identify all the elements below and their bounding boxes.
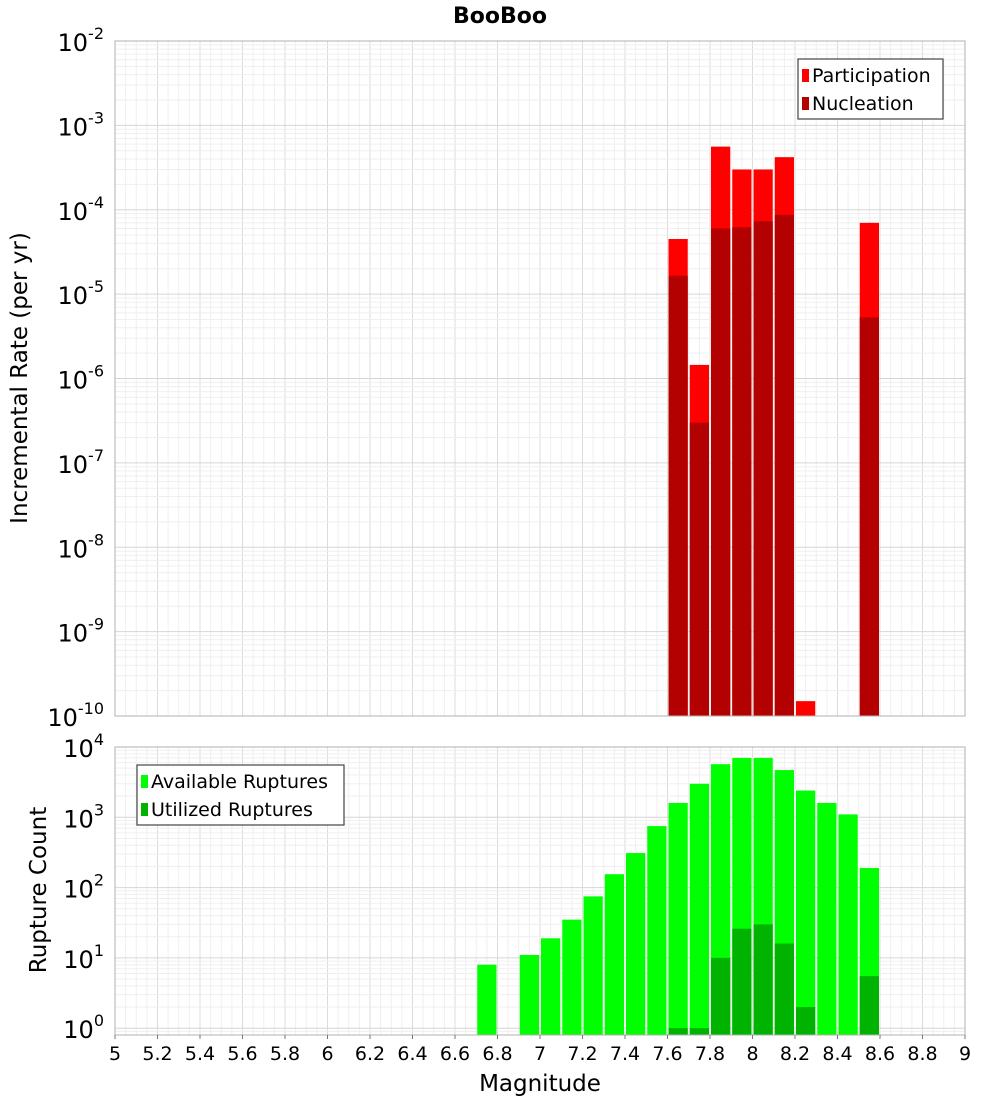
series-utilized-ruptures bbox=[668, 924, 879, 1035]
bar bbox=[604, 874, 624, 1035]
bar bbox=[796, 1007, 816, 1035]
legend: Participation Nucleation bbox=[797, 58, 944, 120]
legend-swatch bbox=[802, 69, 809, 82]
x-tick-label: 5 bbox=[109, 1043, 121, 1065]
y-tick-label: 10-2 bbox=[58, 24, 105, 57]
x-tick-label: 8.4 bbox=[822, 1043, 852, 1065]
bar bbox=[477, 964, 497, 1035]
top-y-axis-label: Incremental Rate (per yr) bbox=[7, 232, 33, 524]
bar bbox=[689, 1028, 709, 1035]
chart-title: BooBoo bbox=[453, 4, 547, 29]
bar bbox=[689, 422, 709, 716]
bar bbox=[859, 317, 879, 716]
x-tick-label: 8.2 bbox=[780, 1043, 810, 1065]
y-tick-label: 10-8 bbox=[58, 530, 105, 563]
legend-box bbox=[797, 58, 944, 120]
bar bbox=[668, 275, 688, 716]
bottom-y-axis-label: Rupture Count bbox=[26, 807, 52, 973]
bar bbox=[647, 826, 667, 1035]
bar bbox=[519, 954, 539, 1035]
legend-swatch bbox=[802, 97, 809, 110]
legend-box bbox=[136, 764, 345, 826]
bar bbox=[732, 227, 752, 716]
bar bbox=[796, 790, 816, 1035]
bar bbox=[753, 924, 773, 1035]
plot-frame bbox=[114, 40, 966, 717]
y-tick-label: 10-6 bbox=[58, 362, 105, 395]
bar bbox=[626, 853, 646, 1035]
bar bbox=[583, 896, 603, 1035]
x-tick-label: 8.6 bbox=[865, 1043, 895, 1065]
x-tick-label: 6.4 bbox=[397, 1043, 427, 1065]
x-tick-label: 7 bbox=[534, 1043, 546, 1065]
bar bbox=[668, 1028, 688, 1035]
bar bbox=[817, 802, 837, 1035]
legend-swatch bbox=[141, 803, 148, 816]
y-tick-label: 10-4 bbox=[58, 193, 105, 226]
x-tick-label: 6 bbox=[321, 1043, 333, 1065]
bar bbox=[774, 214, 794, 716]
x-tick-label: 9 bbox=[959, 1043, 971, 1065]
x-tick-label: 7.2 bbox=[567, 1043, 597, 1065]
x-tick-label: 7.4 bbox=[610, 1043, 640, 1065]
bar bbox=[711, 228, 731, 716]
grid bbox=[114, 40, 966, 717]
y-tick-label: 10-7 bbox=[58, 446, 105, 479]
x-tick-label: 5.6 bbox=[227, 1043, 257, 1065]
bar bbox=[689, 783, 709, 1035]
x-tick-label: 7.6 bbox=[652, 1043, 682, 1065]
legend-label: Participation bbox=[812, 65, 931, 87]
bar bbox=[732, 928, 752, 1035]
x-tick-label: 7.8 bbox=[695, 1043, 725, 1065]
legend: Available Ruptures Utilized Ruptures bbox=[136, 764, 345, 826]
bar bbox=[562, 919, 582, 1035]
x-tick-label: 5.8 bbox=[270, 1043, 300, 1065]
incremental-rate-panel: 10-10 10-9 10-8 10-7 10-6 10-5 10-4 10-3 10-2 Par… bbox=[47, 24, 966, 732]
bar bbox=[774, 943, 794, 1035]
y-tick-label: 10-3 bbox=[58, 108, 105, 141]
bar bbox=[859, 976, 879, 1035]
bar bbox=[796, 701, 816, 716]
x-tick-label: 5.4 bbox=[185, 1043, 215, 1065]
x-tick-label: 5.2 bbox=[142, 1043, 172, 1065]
y-tick-label: 10-9 bbox=[58, 615, 105, 648]
x-tick-label: 6.6 bbox=[440, 1043, 470, 1065]
bar bbox=[668, 802, 688, 1035]
y-tick-label: 10-5 bbox=[58, 277, 105, 310]
x-axis-label: Magnitude bbox=[479, 1071, 601, 1097]
y-tick-label: 100 bbox=[63, 1011, 104, 1044]
legend-label: Nucleation bbox=[812, 93, 914, 115]
x-tick-label: 8 bbox=[746, 1043, 758, 1065]
x-tick-label: 8.8 bbox=[907, 1043, 937, 1065]
y-tick-label: 101 bbox=[63, 941, 104, 974]
series-nucleation bbox=[668, 214, 879, 716]
bar bbox=[541, 938, 561, 1035]
bar bbox=[711, 957, 731, 1035]
x-tick-label: 6.8 bbox=[482, 1043, 512, 1065]
bar bbox=[838, 814, 858, 1035]
y-tick-label: 10-10 bbox=[47, 699, 104, 732]
legend-swatch bbox=[141, 775, 148, 788]
rupture-count-panel: 100 101 102 103 104 5 5.2 5.4 5.6 5.8 6 6.2 6.4 6.6 6.… bbox=[63, 730, 971, 1065]
legend-label: Utilized Ruptures bbox=[151, 799, 313, 821]
legend-label: Available Ruptures bbox=[151, 771, 328, 793]
y-tick-label: 102 bbox=[63, 871, 104, 904]
x-tick-label: 6.2 bbox=[355, 1043, 385, 1065]
y-tick-label: 103 bbox=[63, 800, 104, 833]
bar bbox=[753, 221, 773, 716]
y-tick-label: 104 bbox=[63, 730, 104, 763]
